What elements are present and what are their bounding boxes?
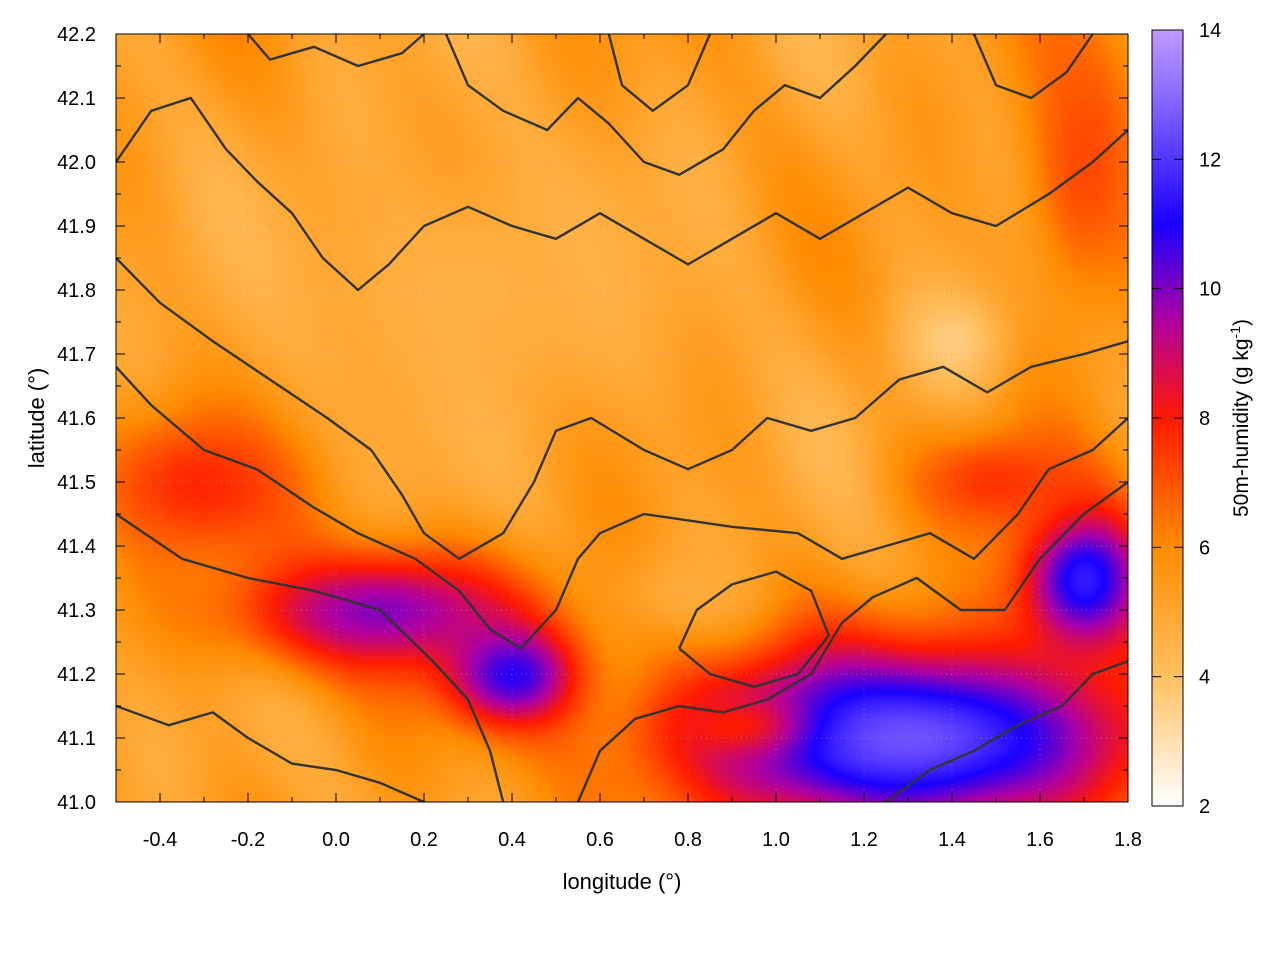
contour-line	[972, 34, 1094, 100]
x-tick-label: -0.4	[143, 829, 177, 851]
contour-line	[116, 513, 505, 802]
x-tick-label: 0.2	[410, 829, 438, 851]
colorbar-tick-label: 8	[1199, 408, 1210, 430]
y-tick-label: 42.0	[57, 152, 96, 174]
contour-line	[607, 34, 712, 113]
y-axis-label: latitude (°)	[24, 368, 49, 469]
x-tick-label: 1.2	[850, 829, 878, 851]
contour-line	[678, 570, 830, 688]
plot-area: -0.4 -0.2 0.0 0.2 0.4 0.6 0.8 1.0 1.2 1.4 1.6 1.8 4…	[57, 24, 1142, 851]
x-tick-label: 0.6	[586, 829, 614, 851]
x-axis-ticks: -0.4 -0.2 0.0 0.2 0.4 0.6 0.8 1.0 1.2 1.4 1.6 1.8	[143, 34, 1142, 851]
colorbar-tick-label: 4	[1199, 667, 1210, 689]
y-tick-label: 41.6	[57, 408, 96, 430]
colorbar: 2 4 6 8 10 12 14 50m-humidity (g kg-1)	[1151, 20, 1253, 818]
x-tick-label: 0.8	[674, 829, 702, 851]
contour-line	[885, 660, 1128, 802]
colorbar-ticks: 2 4 6 8 10 12 14	[1152, 20, 1221, 818]
x-tick-label: 1.6	[1026, 829, 1054, 851]
colorbar-tick-label: 12	[1199, 149, 1221, 171]
y-tick-label: 41.0	[57, 792, 96, 814]
x-tick-label: 0.0	[322, 829, 350, 851]
y-tick-label: 41.4	[57, 536, 96, 558]
contour-line	[116, 365, 1128, 650]
y-tick-label: 41.2	[57, 664, 96, 686]
contour-line	[444, 34, 887, 177]
x-tick-label: 0.4	[498, 829, 526, 851]
colorbar-tick-label: 14	[1199, 20, 1221, 42]
contour-line	[116, 257, 1128, 560]
colorbar-tick-label: 2	[1199, 796, 1210, 818]
colorbar-tick-label: 6	[1199, 537, 1210, 559]
x-tick-label: 1.4	[938, 829, 966, 851]
contour-line	[116, 704, 425, 802]
colorbar-tick-label: 10	[1199, 279, 1221, 301]
y-tick-label: 41.5	[57, 472, 96, 494]
contour-line	[576, 481, 1128, 802]
x-tick-label: 1.0	[762, 829, 790, 851]
colorbar-label: 50m-humidity (g kg-1)	[1227, 319, 1253, 517]
contour-lines	[116, 34, 1128, 802]
y-tick-label: 41.1	[57, 728, 96, 750]
y-tick-label: 42.2	[57, 24, 96, 46]
y-tick-label: 41.8	[57, 280, 96, 302]
y-tick-label: 42.1	[57, 88, 96, 110]
x-tick-label: 1.8	[1114, 829, 1142, 851]
x-tick-label: -0.2	[231, 829, 265, 851]
y-tick-label: 41.7	[57, 344, 96, 366]
y-tick-label: 41.9	[57, 216, 96, 238]
y-axis-ticks: 41.0 41.1 41.2 41.3 41.4 41.5 41.6 41.7 41.8 41.9…	[57, 24, 1128, 814]
contour-line	[247, 34, 425, 68]
contour-line	[116, 96, 1128, 292]
x-axis-label: longitude (°)	[563, 869, 682, 894]
y-tick-label: 41.3	[57, 600, 96, 622]
